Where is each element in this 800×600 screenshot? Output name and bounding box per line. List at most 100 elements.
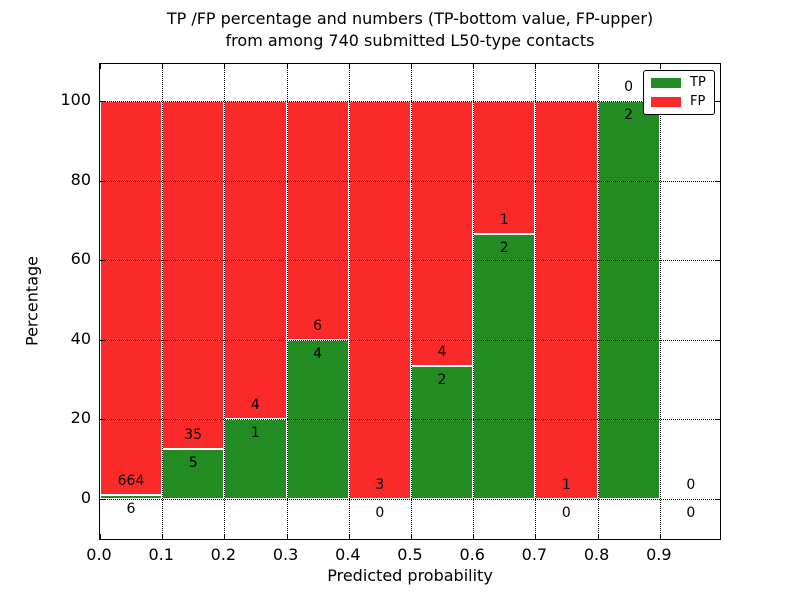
tp-count-label: 6 xyxy=(126,501,136,518)
tp-count-label: 1 xyxy=(250,425,260,442)
y-tick-label: 40 xyxy=(70,328,91,348)
bar-fp-segment xyxy=(286,101,349,340)
x-axis-label: Predicted probability xyxy=(327,566,493,585)
gridline-v xyxy=(473,64,475,539)
chart-title-line1: TP /FP percentage and numbers (TP-bottom… xyxy=(166,9,654,28)
fp-count-label: 4 xyxy=(437,344,447,361)
plot-area: 664 6 35 5 4 1 6 4 3 0 4 2 1 2 1 0 0 2 0 0 TP FP xyxy=(99,63,721,540)
gridline-h xyxy=(100,101,720,102)
y-tick-mark xyxy=(100,339,105,341)
fp-count-label: 1 xyxy=(499,211,509,228)
x-tick-label: 0.1 xyxy=(148,545,174,564)
x-tick-mark xyxy=(659,64,661,69)
y-tick-mark xyxy=(715,419,720,421)
x-tick-mark xyxy=(597,64,599,69)
gridline-h xyxy=(100,499,720,500)
legend-swatch-fp xyxy=(651,97,681,107)
legend-swatch-tp xyxy=(651,78,681,88)
x-tick-mark xyxy=(348,64,350,69)
x-tick-mark xyxy=(348,534,350,539)
y-tick-mark xyxy=(100,101,105,102)
gridline-v xyxy=(286,64,288,539)
y-tick-mark xyxy=(100,180,105,182)
gridline-h xyxy=(100,339,720,341)
x-tick-mark xyxy=(535,64,537,69)
x-tick-mark xyxy=(100,534,101,539)
legend-label: TP xyxy=(690,75,706,90)
legend: TP FP xyxy=(643,70,715,115)
x-tick-label: 0.7 xyxy=(521,545,548,564)
y-tick-mark xyxy=(715,180,720,182)
fp-count-label: 664 xyxy=(117,473,145,490)
bar-tp-segment xyxy=(411,366,474,499)
fp-count-label: 4 xyxy=(250,397,260,414)
tp-count-label: 2 xyxy=(437,372,447,389)
bar-tp-segment xyxy=(100,495,163,499)
tp-count-label: 0 xyxy=(561,505,571,521)
x-tick-mark xyxy=(224,64,226,69)
y-tick-mark xyxy=(100,419,105,421)
gridline-h xyxy=(100,419,720,421)
gridline-v xyxy=(597,64,599,539)
fp-count-label: 1 xyxy=(561,477,571,493)
tp-count-label: 4 xyxy=(313,345,323,362)
x-tick-mark xyxy=(659,534,661,539)
chart-title-line2: from among 740 submitted L50-type contac… xyxy=(225,31,595,50)
x-tick-label: 0.3 xyxy=(272,545,299,564)
gridline-v xyxy=(162,64,164,539)
bar-fp-segment xyxy=(162,101,225,450)
fp-count-label: 6 xyxy=(313,317,323,334)
tp-count-label: 2 xyxy=(624,107,634,123)
x-tick-mark xyxy=(411,64,412,69)
y-tick-label: 20 xyxy=(70,408,91,428)
x-tick-mark xyxy=(286,64,288,69)
tp-count-label: 2 xyxy=(499,239,509,256)
bar-fp-segment xyxy=(100,101,163,496)
tp-count-label: 0 xyxy=(375,505,385,521)
y-tick-label: 80 xyxy=(70,169,91,189)
bar-tp-segment xyxy=(597,101,660,499)
tp-count-label: 0 xyxy=(686,505,696,521)
x-tick-label: 0.8 xyxy=(583,545,610,564)
x-tick-mark xyxy=(162,534,164,539)
x-tick-label: 0.2 xyxy=(210,545,237,564)
x-tick-label: 0.0 xyxy=(86,545,112,564)
x-tick-mark xyxy=(473,534,475,539)
x-tick-label: 0.5 xyxy=(397,545,423,564)
fp-count-label: 35 xyxy=(184,427,203,444)
gridline-v xyxy=(535,64,537,539)
bar-fp-segment xyxy=(411,101,474,367)
gridline-h xyxy=(100,260,720,262)
x-tick-mark xyxy=(535,534,537,539)
y-tick-mark xyxy=(715,101,720,102)
bar-fp-segment xyxy=(348,101,411,499)
fp-count-label: 0 xyxy=(686,477,696,493)
y-tick-mark xyxy=(100,499,105,500)
x-tick-mark xyxy=(162,64,164,69)
gridline-v xyxy=(224,64,226,539)
bar-fp-segment xyxy=(473,101,536,234)
fp-count-label: 3 xyxy=(375,477,385,493)
chart-title: TP /FP percentage and numbers (TP-bottom… xyxy=(99,8,721,52)
y-tick-mark xyxy=(100,260,105,262)
y-tick-mark xyxy=(715,499,720,500)
gridline-v xyxy=(411,64,412,539)
legend-entry: FP xyxy=(651,95,706,109)
x-tick-mark xyxy=(473,64,475,69)
gridline-v xyxy=(348,64,350,539)
x-tick-mark xyxy=(224,534,226,539)
x-tick-mark xyxy=(411,534,412,539)
y-tick-mark xyxy=(715,339,720,341)
fp-count-label: 0 xyxy=(624,79,634,95)
y-axis-label: Percentage xyxy=(22,255,42,347)
bar-tp-segment xyxy=(162,449,225,499)
bar-tp-segment xyxy=(473,233,536,499)
y-tick-label: 0 xyxy=(80,488,91,507)
x-tick-label: 0.9 xyxy=(646,545,672,564)
x-tick-mark xyxy=(597,534,599,539)
bar-fp-segment xyxy=(535,101,598,499)
y-tick-mark xyxy=(715,260,720,262)
x-tick-mark xyxy=(286,534,288,539)
x-tick-label: 0.4 xyxy=(335,545,361,564)
